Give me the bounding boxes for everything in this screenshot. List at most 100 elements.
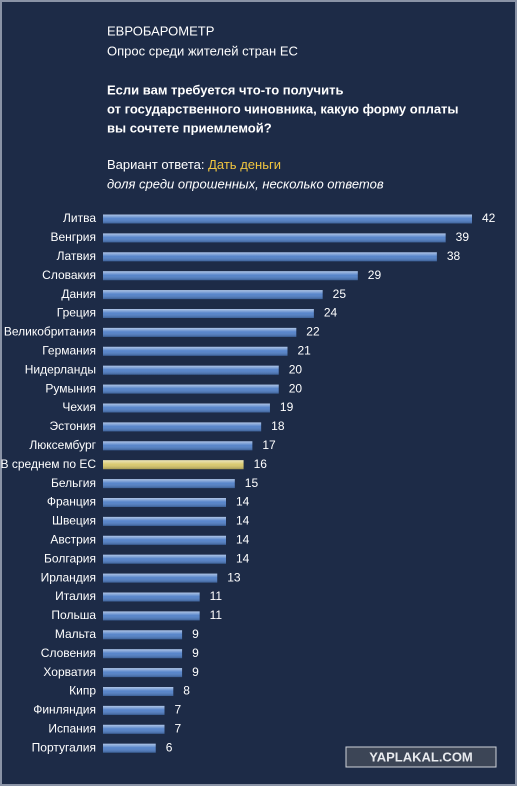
category-label: Латвия (57, 249, 96, 263)
category-label: Португалия (32, 740, 96, 754)
category-label: Франция (47, 495, 96, 509)
value-label: 9 (192, 665, 199, 679)
value-label: 24 (324, 306, 338, 320)
category-label: Швеция (52, 514, 96, 528)
bar-shine (103, 479, 235, 489)
bar-shine (103, 252, 437, 262)
bar-shine (103, 573, 218, 583)
watermark: YAPLAKAL.COM (345, 746, 497, 768)
value-label: 9 (192, 646, 199, 660)
bar-shine (103, 630, 183, 640)
question-line: Если вам требуется что-то получить (107, 82, 343, 97)
value-label: 39 (456, 230, 470, 244)
bar-shine (103, 535, 226, 545)
value-label: 14 (236, 495, 250, 509)
bar-shine (103, 214, 472, 224)
value-label: 14 (236, 532, 250, 546)
category-label: Нидерланды (25, 362, 96, 376)
value-label: 22 (306, 325, 320, 339)
category-label: Кипр (69, 684, 96, 698)
value-label: 42 (482, 211, 496, 225)
value-label: 38 (447, 249, 461, 263)
answer: Дать деньги (208, 157, 281, 172)
value-label: 14 (236, 551, 250, 565)
category-label: Венгрия (50, 230, 96, 244)
category-label: Хорватия (43, 665, 96, 679)
answer-line: Вариант ответа: Дать деньги (107, 157, 281, 172)
value-label: 21 (298, 343, 312, 357)
category-label: Чехия (62, 400, 96, 414)
bar-shine (103, 233, 446, 243)
watermark-text: YAPLAKAL.COM (369, 749, 473, 764)
bar-shine (103, 668, 183, 678)
category-label: Ирландия (41, 570, 96, 584)
value-label: 20 (289, 381, 303, 395)
category-label: Польша (51, 608, 96, 622)
bar-shine (103, 422, 262, 432)
category-label: Австрия (50, 532, 96, 546)
bar-shine (103, 309, 314, 318)
note: доля среди опрошенных, несколько ответов (107, 176, 384, 191)
bar-shine (103, 460, 244, 470)
value-label: 9 (192, 627, 199, 641)
bar-shine (103, 403, 270, 413)
value-label: 25 (333, 287, 347, 301)
bar-shine (103, 554, 226, 564)
category-label: Германия (42, 343, 96, 357)
bar-shine (103, 687, 174, 696)
category-label: Мальта (55, 627, 96, 641)
category-label: Литва (63, 211, 96, 225)
bar-shine (103, 611, 200, 621)
value-label: 17 (262, 438, 276, 452)
category-label: Бельгия (51, 476, 96, 490)
category-label: Эстония (50, 419, 97, 433)
value-label: 16 (254, 457, 268, 471)
bar-shine (103, 516, 226, 526)
bar-shine (103, 724, 165, 734)
value-label: 11 (210, 589, 223, 603)
bar-shine (103, 498, 226, 507)
bar-shine (103, 705, 165, 715)
bar-shine (103, 327, 297, 337)
category-label: Люксембург (29, 438, 96, 452)
question-line: вы сочтете приемлемой? (107, 120, 272, 135)
bar-shine (103, 743, 156, 753)
category-label: Словакия (42, 268, 96, 282)
category-label: В среднем по ЕС (1, 457, 97, 471)
value-label: 13 (227, 570, 241, 584)
category-label: Дания (61, 287, 96, 301)
chart-subtitle: Опрос среди жителей стран ЕС (107, 43, 298, 58)
category-label: Италия (55, 589, 96, 603)
value-label: 29 (368, 268, 382, 282)
value-label: 14 (236, 514, 250, 528)
bar-shine (103, 346, 288, 356)
category-label: Румыния (45, 381, 96, 395)
category-label: Болгария (44, 551, 96, 565)
bar-shine (103, 290, 323, 300)
category-label: Великобритания (4, 325, 96, 339)
bar-shine (103, 365, 279, 375)
value-label: 15 (245, 476, 259, 490)
bar-shine (103, 592, 200, 602)
category-label: Словения (41, 646, 96, 660)
value-label: 7 (175, 703, 182, 717)
bar-shine (103, 271, 358, 281)
chart-title: ЕВРОБАРОМЕТР (107, 23, 214, 38)
value-label: 19 (280, 400, 294, 414)
value-label: 18 (271, 419, 285, 433)
bar-shine (103, 649, 183, 659)
value-label: 6 (166, 740, 173, 754)
answer-label: Вариант ответа: (107, 157, 204, 172)
category-label: Финляндия (33, 703, 96, 717)
value-label: 7 (175, 721, 182, 735)
value-label: 11 (210, 608, 223, 622)
bar-shine (103, 384, 279, 394)
question-line: от государственного чиновника, какую фор… (107, 101, 459, 116)
category-label: Испания (48, 721, 96, 735)
watermark-box (345, 746, 497, 768)
bar-shine (103, 441, 253, 451)
category-label: Греция (57, 306, 96, 320)
value-label: 8 (183, 684, 190, 698)
